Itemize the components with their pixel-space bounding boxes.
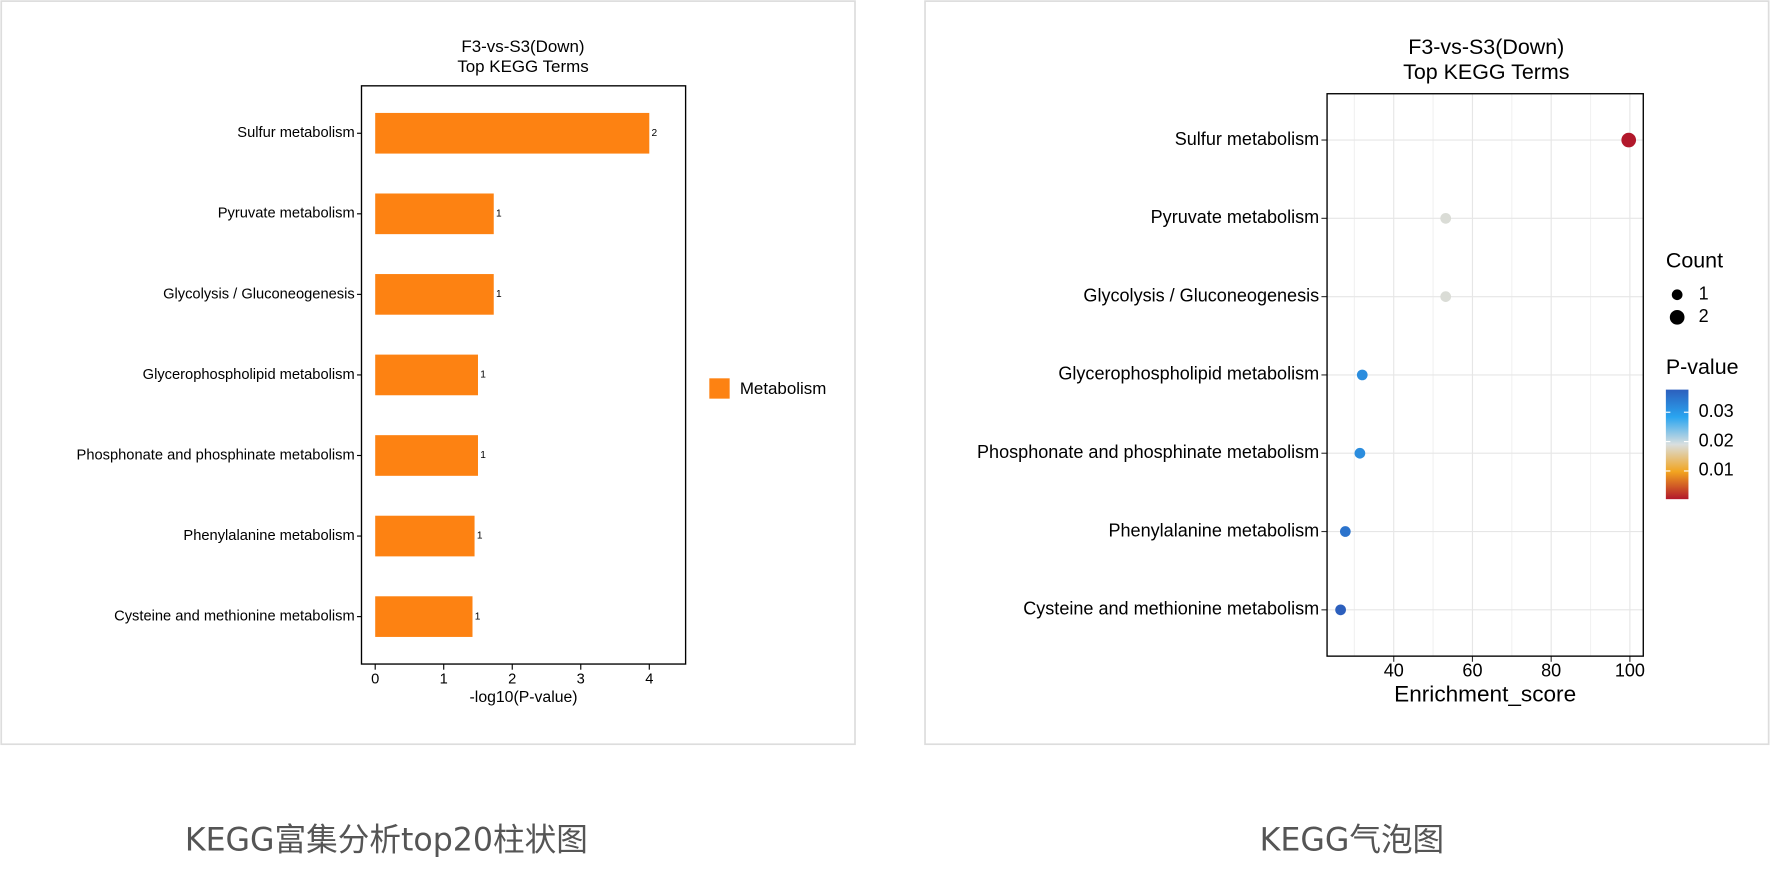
caption: KEGG气泡图 (1260, 822, 1445, 858)
x-tick-label: 60 (1462, 661, 1482, 681)
chart-title: F3-vs-S3(Down) (1408, 35, 1564, 59)
panel (924, 0, 1770, 746)
bar (375, 515, 475, 557)
y-tick-label: Phosphonate and phosphinate metabolism (77, 447, 355, 463)
bubble (1354, 447, 1366, 459)
y-tick-label: Glycerophospholipid metabolism (143, 367, 355, 383)
plot-frame (360, 85, 687, 665)
count-label: 1 (475, 611, 481, 622)
bar (375, 193, 494, 235)
x-tick-label: 100 (1615, 661, 1645, 681)
bubble (1356, 369, 1368, 381)
colorbar-label: 0.03 (1699, 401, 1734, 421)
y-tick-label: Cysteine and methionine metabolism (1023, 599, 1319, 619)
count-label: 2 (652, 128, 658, 139)
bubble (1335, 604, 1346, 616)
bubble (1440, 212, 1452, 224)
legend-swatch (709, 378, 730, 399)
bar (375, 274, 494, 315)
y-tick-label: Phenylalanine metabolism (1108, 520, 1319, 540)
colorbar-label: 0.02 (1699, 430, 1734, 450)
bar (375, 596, 473, 637)
caption: KEGG富集分析top20柱状图 (185, 822, 588, 858)
legend-label: Metabolism (740, 379, 827, 398)
plot-frame (1326, 93, 1644, 657)
y-tick-label: Sulfur metabolism (1175, 129, 1319, 149)
legend-title: P-value (1666, 355, 1739, 379)
y-tick-label: Pyruvate metabolism (1151, 207, 1320, 227)
x-tick-label: 4 (645, 672, 653, 688)
legend-dot (1669, 309, 1685, 325)
legend-label: 2 (1699, 306, 1709, 326)
legend-title: Count (1666, 249, 1723, 273)
x-tick-label: 2 (508, 672, 516, 688)
bar (375, 112, 650, 154)
y-tick-label: Glycerophospholipid metabolism (1058, 364, 1319, 384)
x-tick-label: 0 (371, 672, 379, 688)
bar (375, 354, 478, 396)
y-tick-label: Phosphonate and phosphinate metabolism (977, 442, 1319, 462)
legend-dot (1671, 289, 1683, 301)
y-tick-label: Cysteine and methionine metabolism (114, 608, 355, 624)
chart-subtitle: Top KEGG Terms (1403, 60, 1569, 84)
count-label: 1 (496, 209, 502, 220)
x-tick-label: 80 (1541, 661, 1561, 681)
y-tick-label: Sulfur metabolism (237, 125, 354, 141)
bubble (1621, 132, 1637, 148)
colorbar (1665, 389, 1689, 500)
y-tick-label: Glycolysis / Gluconeogenesis (1083, 285, 1319, 305)
bar (375, 435, 478, 476)
count-label: 1 (480, 450, 486, 461)
bubble (1440, 291, 1452, 302)
y-tick-label: Glycolysis / Gluconeogenesis (163, 286, 355, 302)
colorbar-label: 0.01 (1699, 460, 1734, 480)
legend-label: 1 (1699, 284, 1709, 304)
x-axis-label: Enrichment_score (1394, 682, 1576, 707)
count-label: 1 (480, 370, 486, 381)
panel (0, 0, 856, 746)
y-tick-label: Pyruvate metabolism (218, 206, 355, 222)
count-label: 1 (496, 289, 502, 300)
x-tick-label: 40 (1384, 661, 1404, 681)
chart-subtitle: Top KEGG Terms (457, 57, 588, 76)
x-tick-label: 3 (577, 672, 585, 688)
bubble (1339, 526, 1351, 537)
x-axis-label: -log10(P-value) (470, 689, 578, 706)
y-tick-label: Phenylalanine metabolism (183, 528, 354, 544)
count-label: 1 (477, 531, 483, 542)
x-tick-label: 1 (440, 672, 448, 688)
chart-title: F3-vs-S3(Down) (461, 37, 584, 56)
